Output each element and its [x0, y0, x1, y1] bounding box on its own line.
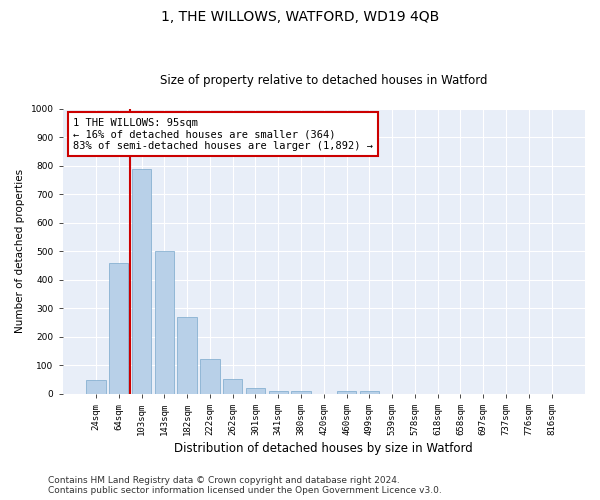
Text: 1, THE WILLOWS, WATFORD, WD19 4QB: 1, THE WILLOWS, WATFORD, WD19 4QB [161, 10, 439, 24]
Text: Contains HM Land Registry data © Crown copyright and database right 2024.
Contai: Contains HM Land Registry data © Crown c… [48, 476, 442, 495]
Bar [292, 391, 311, 394]
Bar [269, 391, 288, 394]
Bar [132, 169, 151, 394]
Title: Size of property relative to detached houses in Watford: Size of property relative to detached ho… [160, 74, 488, 87]
Bar [86, 380, 106, 394]
Bar [155, 252, 174, 394]
Bar [178, 317, 197, 394]
Bar [109, 263, 128, 394]
Bar [223, 379, 242, 394]
X-axis label: Distribution of detached houses by size in Watford: Distribution of detached houses by size … [175, 442, 473, 455]
Y-axis label: Number of detached properties: Number of detached properties [15, 170, 25, 334]
Bar [337, 391, 356, 394]
Bar [246, 388, 265, 394]
Text: 1 THE WILLOWS: 95sqm
← 16% of detached houses are smaller (364)
83% of semi-deta: 1 THE WILLOWS: 95sqm ← 16% of detached h… [73, 118, 373, 150]
Bar [200, 359, 220, 394]
Bar [359, 391, 379, 394]
